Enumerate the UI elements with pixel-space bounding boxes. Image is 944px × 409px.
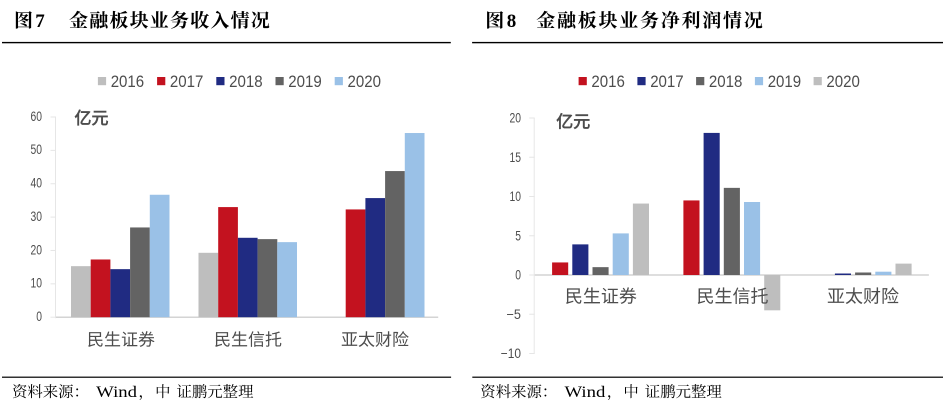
svg-text:中: 中 [155,384,170,401]
svg-text:20: 20 [31,242,43,257]
svg-text:2017: 2017 [650,72,684,91]
svg-text:Wind: Wind [565,384,606,401]
svg-text:亚太财险: 亚太财险 [341,331,409,350]
svg-text:证鹏元整理: 证鹏元整理 [177,384,255,401]
svg-text:10: 10 [31,276,43,291]
svg-text:Wind: Wind [96,384,137,401]
svg-text:2020: 2020 [826,72,860,91]
svg-text:0: 0 [515,268,521,283]
svg-text:20: 20 [510,111,522,126]
svg-text:民生信托: 民生信托 [697,287,769,307]
svg-text:金融板块业务净利润情况: 金融板块业务净利润情况 [536,10,764,32]
svg-text:亿元: 亿元 [556,113,590,132]
svg-text:图: 图 [14,11,33,32]
svg-text:−10: −10 [501,346,521,361]
svg-text:金融板块业务收入情况: 金融板块业务收入情况 [69,10,271,32]
svg-text:60: 60 [31,109,43,124]
svg-text:2018: 2018 [709,72,743,91]
svg-text:2019: 2019 [768,72,802,91]
svg-text:2016: 2016 [111,72,145,91]
svg-text:2016: 2016 [591,72,625,91]
svg-text:10: 10 [510,189,522,204]
svg-text:7: 7 [35,11,45,32]
svg-text:40: 40 [31,176,43,191]
svg-text:中: 中 [623,384,638,401]
svg-text:民生信托: 民生信托 [214,331,282,350]
svg-text:2018: 2018 [229,72,263,91]
svg-text:资料来源：: 资料来源： [480,383,557,401]
svg-text:−5: −5 [507,307,522,322]
svg-text:8: 8 [507,11,517,32]
svg-text:，: ， [607,384,622,401]
svg-text:民生证券: 民生证券 [565,287,637,307]
svg-text:证鹏元整理: 证鹏元整理 [645,384,723,401]
svg-text:0: 0 [36,309,42,324]
svg-text:2019: 2019 [288,72,322,91]
svg-text:5: 5 [515,228,521,243]
svg-text:亿元: 亿元 [75,109,109,128]
svg-text:2017: 2017 [170,72,204,91]
svg-text:，: ， [138,384,153,401]
svg-text:民生证券: 民生证券 [87,331,155,350]
svg-text:亚太财险: 亚太财险 [827,287,899,307]
svg-text:30: 30 [31,209,43,224]
svg-text:15: 15 [510,150,522,165]
svg-text:2020: 2020 [348,72,382,91]
svg-text:资料来源：: 资料来源： [12,383,89,401]
svg-text:图: 图 [485,11,504,32]
svg-text:50: 50 [31,142,43,157]
